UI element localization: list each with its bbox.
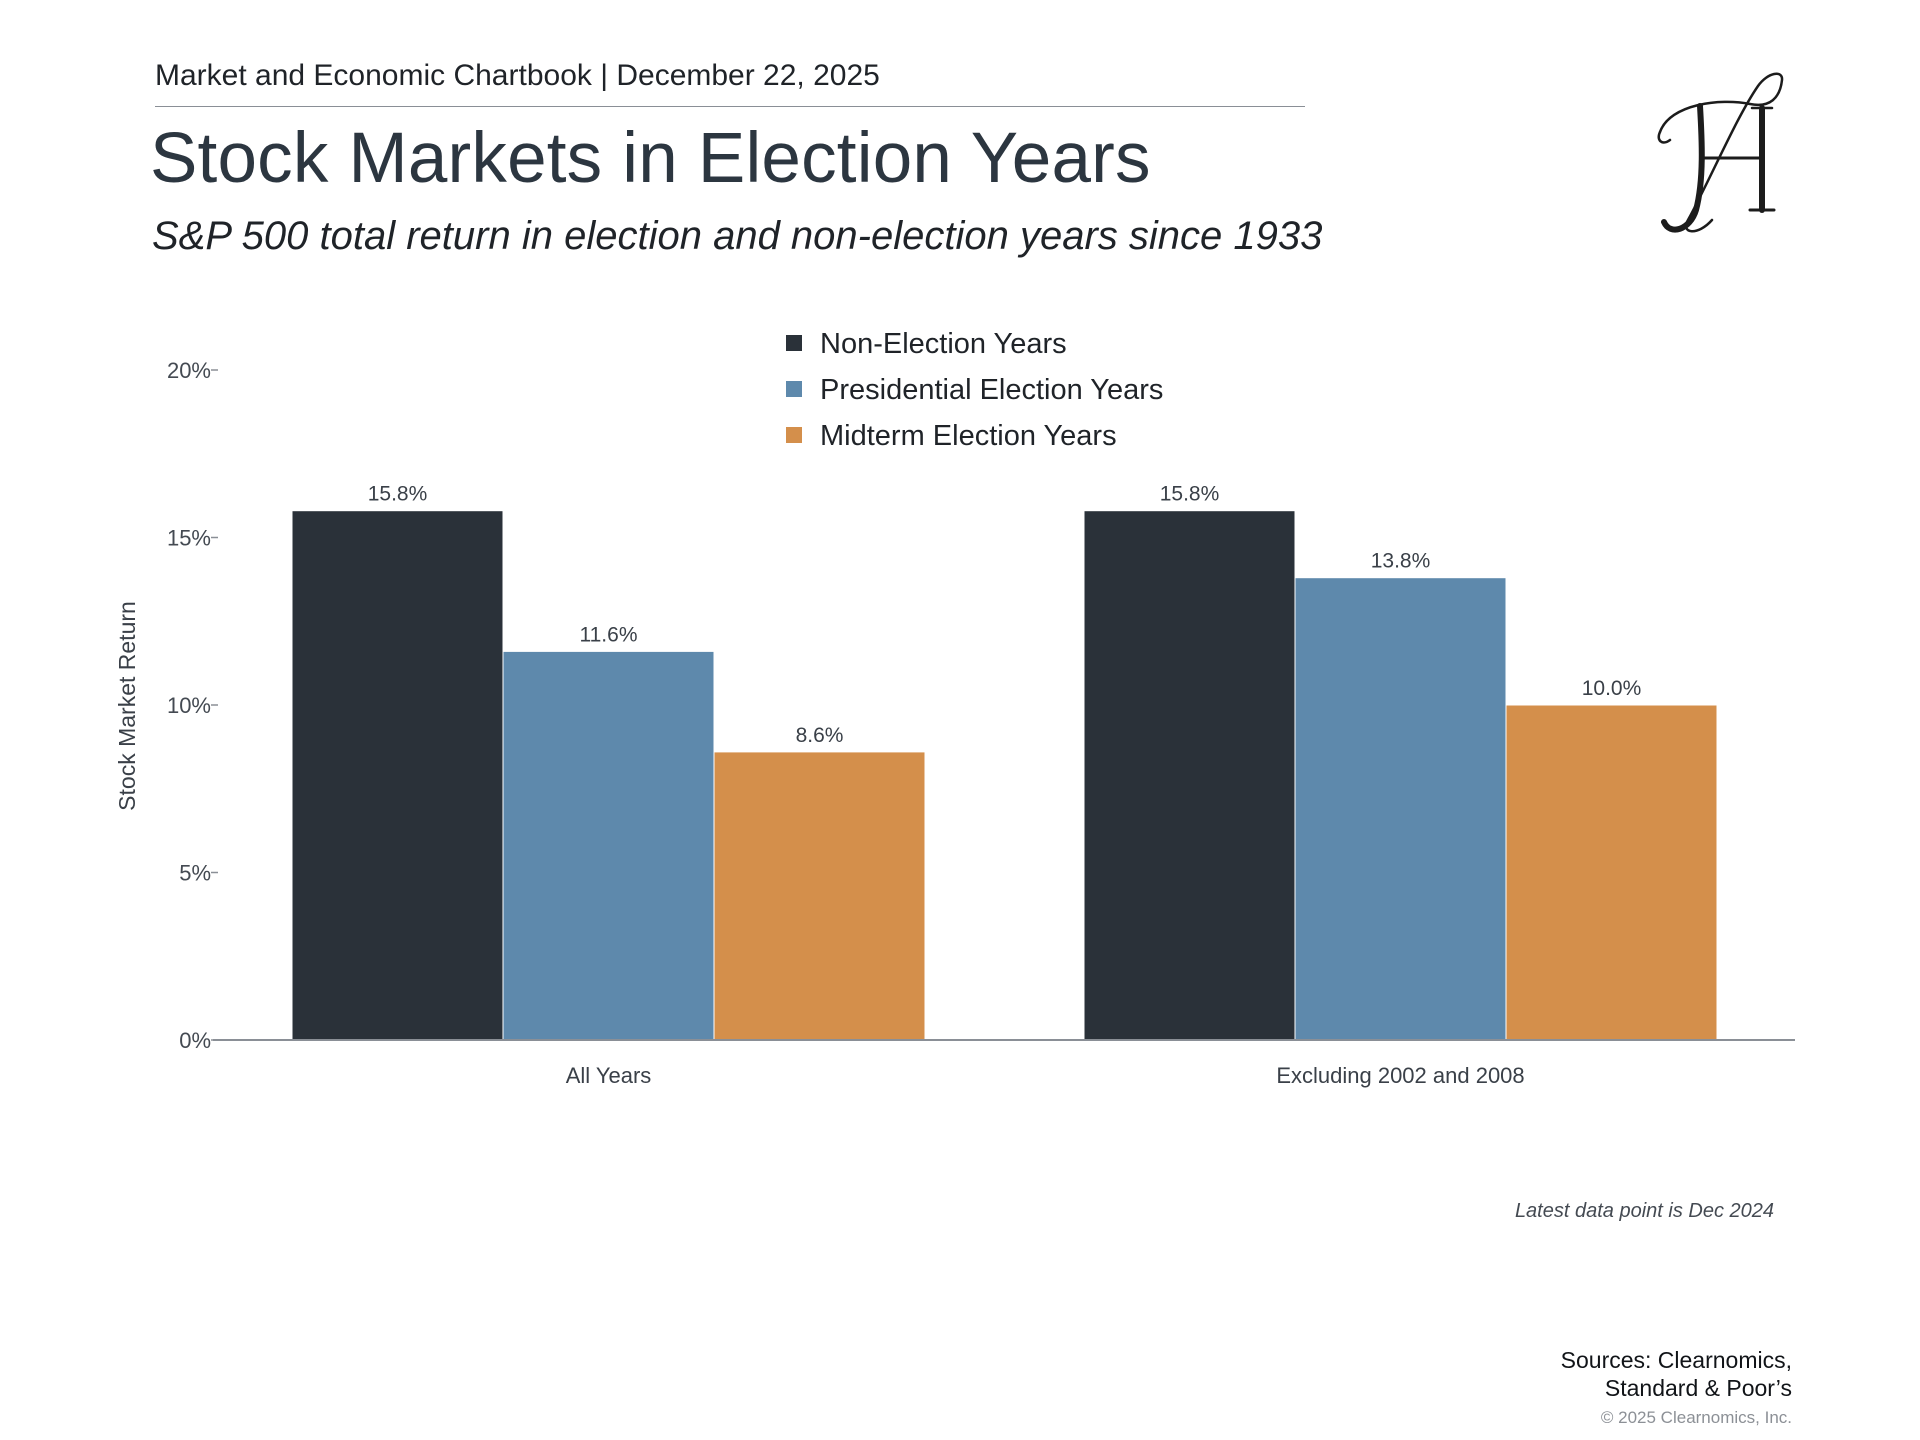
legend: Non-Election Years Presidential Election …	[786, 328, 1163, 452]
y-tick-label: 20%	[167, 358, 211, 383]
bar-midterm-election-years1	[1505, 704, 1718, 1041]
legend-swatch	[786, 335, 802, 351]
y-axis-title: Stock Market Return	[114, 601, 140, 811]
sources-line-2: Standard & Poor’s	[1604, 1375, 1792, 1401]
bar-value-label: 11.6%	[580, 623, 638, 646]
data-footnote: Latest data point is Dec 2024	[1514, 1200, 1774, 1222]
x-axis-category-labels: All Years Excluding 2002 and 2008	[566, 1063, 1525, 1088]
x-category-label: All Years	[566, 1063, 652, 1088]
chartbook-header: Market and Economic Chartbook | December…	[155, 59, 880, 92]
y-tick-label: 15%	[167, 526, 211, 551]
legend-label: Presidential Election Years	[820, 374, 1163, 406]
bar-presidential-election-years1	[1294, 577, 1507, 1041]
bars	[291, 510, 1718, 1041]
copyright: © 2025 Clearnomics, Inc.	[1600, 1408, 1792, 1427]
bar-value-label: 13.8%	[1371, 550, 1431, 573]
bar-presidential-election-years0	[502, 650, 715, 1041]
bar-value-label: 15.8%	[1160, 483, 1220, 506]
y-tick-label: 10%	[167, 693, 211, 718]
page-title: Stock Markets in Election Years	[150, 119, 1151, 198]
legend-swatch	[786, 427, 802, 443]
bar-non-election-years1	[1083, 510, 1296, 1041]
sources-line-1: Sources: Clearnomics,	[1560, 1347, 1792, 1373]
jh-monogram-logo	[1657, 72, 1784, 233]
bar-non-election-years0	[291, 510, 504, 1041]
page-subtitle: S&P 500 total return in election and non…	[152, 214, 1323, 258]
legend-label: Non-Election Years	[820, 328, 1067, 360]
y-tick-label: 0%	[179, 1028, 211, 1053]
header-divider	[155, 106, 1305, 107]
bar-value-label: 8.6%	[796, 724, 844, 747]
sources-note: Sources: Clearnomics, Standard & Poor’s	[1561, 1346, 1792, 1402]
bar-midterm-election-years0	[713, 751, 926, 1041]
bar-data-labels: 15.8% 11.6% 8.6% 15.8% 13.8% 10.0%	[368, 483, 1642, 747]
y-tick-label: 5%	[179, 861, 211, 886]
x-category-label: Excluding 2002 and 2008	[1276, 1063, 1524, 1088]
legend-swatch	[786, 381, 802, 397]
legend-label: Midterm Election Years	[820, 420, 1117, 452]
bar-value-label: 15.8%	[368, 483, 428, 506]
y-axis-ticks: 0% 5% 10% 15% 20%	[167, 358, 218, 1053]
bar-value-label: 10.0%	[1582, 677, 1642, 700]
